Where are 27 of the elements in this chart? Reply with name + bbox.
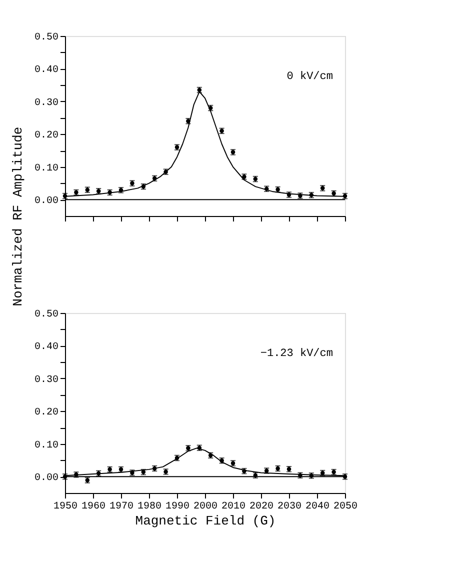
x-tick-label: 1950 xyxy=(53,502,78,512)
x-tick-label: 2040 xyxy=(305,502,330,512)
annotation: −1.23 kV/cm xyxy=(260,348,334,360)
y-tick-label: 0.50 xyxy=(34,32,58,44)
y-tick-label: 0.40 xyxy=(34,65,58,76)
annotation: 0 kV/cm xyxy=(286,71,334,83)
y-axis-title: Normalized RF Amplitude xyxy=(10,126,26,306)
x-tick-label: 1990 xyxy=(165,502,190,512)
y-tick-label: 0.50 xyxy=(34,310,58,320)
y-tick-label: 0.20 xyxy=(34,408,58,419)
y-tick-label: 0.00 xyxy=(34,473,58,484)
y-tick-label: 0.10 xyxy=(34,440,58,452)
x-tick-label: 2020 xyxy=(249,502,274,512)
y-tick-label: 0.10 xyxy=(34,163,58,174)
y-tick-label: 0.00 xyxy=(34,196,58,208)
x-tick-label: 1970 xyxy=(109,502,134,512)
y-tick-label: 0.40 xyxy=(34,342,58,354)
y-tick-label: 0.30 xyxy=(34,98,58,109)
x-tick-label: 2030 xyxy=(277,502,302,512)
y-tick-label: 0.30 xyxy=(34,374,58,386)
y-tick-label: 0.20 xyxy=(34,130,58,142)
x-axis-title: Magnetic Field (G) xyxy=(135,514,276,528)
x-tick-label: 2050 xyxy=(333,502,358,512)
x-tick-label: 1980 xyxy=(137,502,162,512)
x-tick-label: 1960 xyxy=(81,502,106,512)
x-tick-label: 2000 xyxy=(193,502,218,512)
x-tick-label: 2010 xyxy=(221,502,246,512)
